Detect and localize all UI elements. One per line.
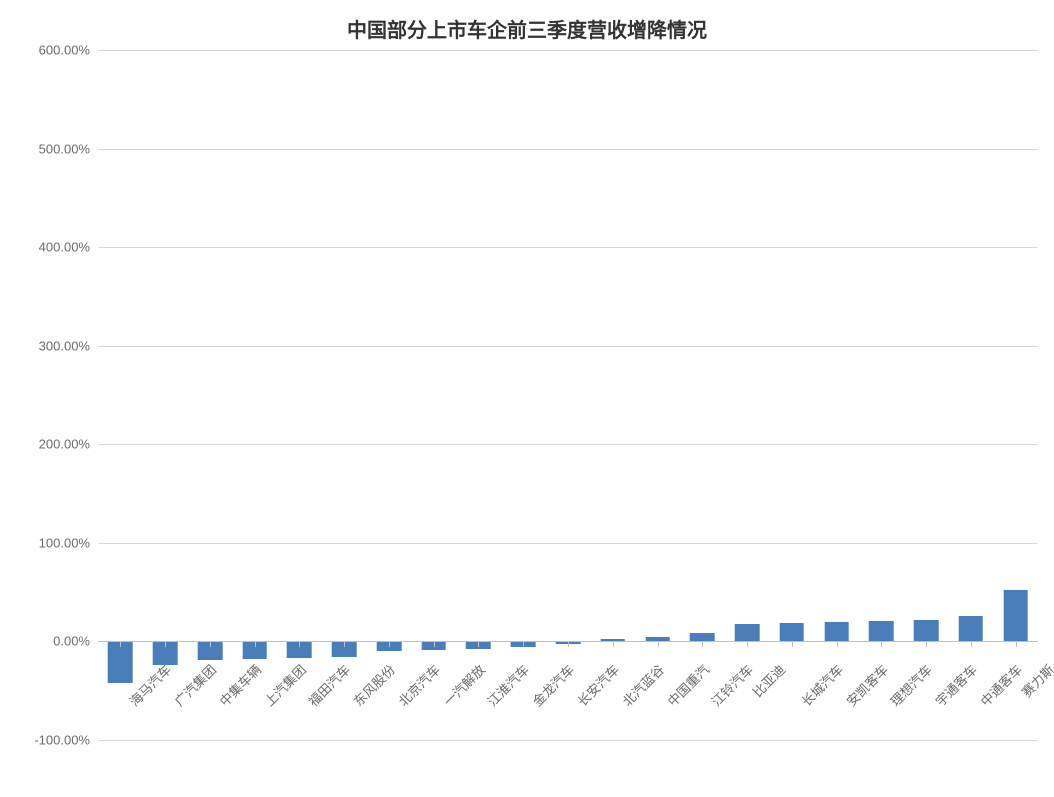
x-tick [792, 641, 793, 647]
bar-slot [232, 50, 277, 740]
x-tick [702, 641, 703, 647]
bar [108, 641, 133, 682]
bar-slot [98, 50, 143, 740]
x-tick [478, 641, 479, 647]
y-tick-label: 500.00% [39, 141, 98, 156]
x-tick [523, 641, 524, 647]
bar-slot [904, 50, 949, 740]
bar [1003, 590, 1028, 641]
y-tick-label: -100.00% [34, 733, 98, 748]
gridline [98, 50, 1038, 51]
bar [914, 620, 939, 642]
bar [690, 633, 715, 642]
bar-slot [456, 50, 501, 740]
y-tick-label: 400.00% [39, 240, 98, 255]
chart-title: 中国部分上市车企前三季度营收增降情况 [0, 14, 1054, 43]
bar-slot [859, 50, 904, 740]
x-tick [881, 641, 882, 647]
y-tick-label: 300.00% [39, 338, 98, 353]
bar [779, 623, 804, 642]
bar [869, 621, 894, 642]
y-tick-label: 100.00% [39, 535, 98, 550]
bar-slot [635, 50, 680, 740]
bar-slot [411, 50, 456, 740]
bar-slot [948, 50, 993, 740]
bar-slot [188, 50, 233, 740]
x-tick [971, 641, 972, 647]
bar-slot [680, 50, 725, 740]
x-tick [1016, 641, 1017, 647]
chart-container: 中国部分上市车企前三季度营收增降情况 -100.00%0.00%100.00%2… [0, 0, 1054, 797]
y-tick-label: 200.00% [39, 437, 98, 452]
x-tick [837, 641, 838, 647]
x-tick [434, 641, 435, 647]
x-tick [165, 641, 166, 647]
plot-area: -100.00%0.00%100.00%200.00%300.00%400.00… [98, 50, 1038, 740]
gridline [98, 346, 1038, 347]
gridline [98, 444, 1038, 445]
x-tick [299, 641, 300, 647]
bar-slot [546, 50, 591, 740]
bar-slot [277, 50, 322, 740]
gridline [98, 149, 1038, 150]
y-tick-label: 600.00% [39, 43, 98, 58]
x-tick [210, 641, 211, 647]
bar [824, 622, 849, 642]
bar-slot [993, 50, 1038, 740]
x-tick [344, 641, 345, 647]
bar-slot [143, 50, 188, 740]
x-tick [926, 641, 927, 647]
bar-slot [814, 50, 859, 740]
bars-layer [98, 50, 1038, 740]
bar-slot [322, 50, 367, 740]
bar-slot [725, 50, 770, 740]
x-tick [747, 641, 748, 647]
bar-slot [769, 50, 814, 740]
x-tick [255, 641, 256, 647]
gridline [98, 247, 1038, 248]
x-tick [658, 641, 659, 647]
bar [959, 616, 984, 642]
y-tick-label: 0.00% [53, 634, 98, 649]
gridline [98, 740, 1038, 741]
bar [735, 624, 760, 642]
bar-slot [501, 50, 546, 740]
x-tick [389, 641, 390, 647]
bar-slot [367, 50, 412, 740]
x-tick [120, 641, 121, 647]
x-tick [568, 641, 569, 647]
bar-slot [590, 50, 635, 740]
x-tick [613, 641, 614, 647]
gridline [98, 543, 1038, 544]
